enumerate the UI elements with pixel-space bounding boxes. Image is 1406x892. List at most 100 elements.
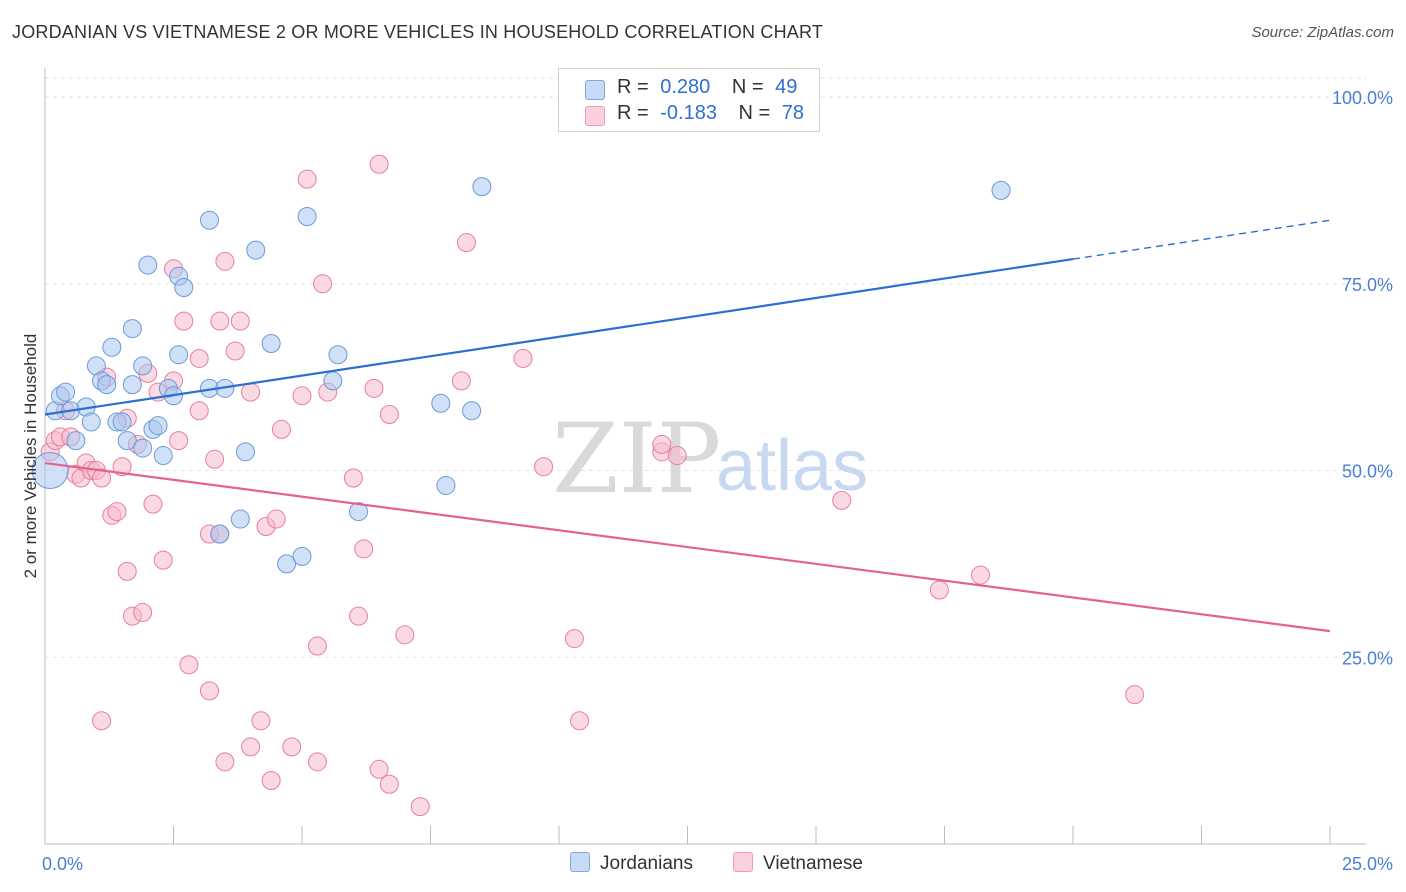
n-label: N =: [738, 102, 771, 124]
vietnamese-point: [410, 797, 430, 817]
jordanian-point: [246, 240, 266, 260]
trend-lines: [44, 219, 1331, 633]
grid-lines: [45, 77, 1366, 658]
vietnamese-point: [570, 711, 590, 731]
chart-title: JORDANIAN VS VIETNAMESE 2 OR MORE VEHICL…: [12, 22, 824, 42]
vietnamese-point: [261, 771, 281, 791]
watermark: ZIP atlas: [552, 403, 868, 515]
vietnamese-point: [513, 348, 533, 368]
watermark-zip: ZIP: [552, 403, 721, 515]
vietnamese-point: [313, 274, 333, 294]
jordanian-point: [436, 475, 456, 495]
vietnamese-point: [143, 494, 163, 514]
stats-legend: R = 0.280 N = 49 R = -0.183 N = 78: [558, 68, 820, 132]
vietnamese-point: [153, 550, 173, 570]
vietnamese-point: [364, 378, 384, 398]
y-tick-label: 100.0%: [1332, 88, 1393, 108]
jordanian-point: [277, 554, 297, 574]
vietnamese-point: [534, 457, 554, 477]
legend-row-text: R = -0.183 N = 78: [617, 102, 804, 125]
jordanian-point: [431, 393, 451, 413]
vietnamese-point: [667, 446, 687, 466]
y-tick-label: 50.0%: [1342, 462, 1393, 482]
vietnamese-point: [266, 509, 286, 529]
vietnamese-point: [210, 311, 230, 331]
jordanian-point: [31, 452, 69, 489]
bottom-legend-jordanians: Jordanians: [570, 852, 693, 875]
vietnamese-point: [297, 169, 317, 189]
jordanian-points: [31, 177, 1011, 574]
vietnamese-point: [215, 752, 235, 772]
jordanian-point: [323, 371, 343, 391]
vietnamese-point: [107, 502, 127, 522]
vietnamese-point: [241, 737, 261, 757]
vietnamese-point: [179, 655, 199, 675]
jordanians-legend-swatch: [570, 852, 590, 872]
n-value: 78: [781, 102, 805, 124]
jordanian-point: [292, 546, 312, 566]
jordanian-point: [133, 438, 153, 458]
vietnamese-point: [354, 539, 374, 559]
jordanian-point: [97, 375, 117, 395]
jordanian-point: [117, 431, 137, 451]
jordanian-point: [66, 431, 86, 451]
vietnamese-point: [241, 382, 261, 402]
vietnamese-point: [230, 311, 250, 331]
jordanian-point: [472, 177, 492, 197]
vietnamese-point: [251, 711, 271, 731]
jordanian-point: [462, 401, 482, 421]
vietnamese-point: [456, 233, 476, 253]
jordanian-point: [328, 345, 348, 365]
vietnamese-point: [832, 490, 852, 510]
vietnamese-point: [451, 371, 471, 391]
x-tick-label: 0.0%: [42, 854, 83, 874]
r-value: -0.183: [660, 102, 717, 124]
y-tick-label: 75.0%: [1342, 275, 1393, 295]
n-value: 49: [775, 76, 798, 98]
r-label: R =: [617, 102, 649, 124]
source-note: Source: ZipAtlas.com: [1251, 24, 1394, 41]
jordanians-legend-label: Jordanians: [600, 853, 693, 874]
vietnamese-points: [40, 154, 1145, 817]
jordanian-point: [148, 416, 168, 436]
vietnamese-point: [133, 602, 153, 622]
vietnamese-point: [92, 468, 112, 488]
vietnamese-point: [929, 580, 949, 600]
vietnamese-point: [369, 154, 389, 174]
vietnamese-point: [379, 404, 399, 424]
vietnamese-point: [174, 311, 194, 331]
vietnamese-legend-swatch: [733, 852, 753, 872]
vietnamese-point: [1125, 685, 1145, 705]
vietnamese-point: [564, 629, 584, 649]
bottom-legend-vietnamese: Vietnamese: [733, 852, 863, 875]
jordanian-point: [81, 412, 101, 432]
vietnamese-point: [189, 348, 209, 368]
r-value: 0.280: [660, 76, 711, 98]
vietnamese-point: [169, 431, 189, 451]
jordanian-point: [991, 180, 1011, 200]
jordanian-point: [210, 524, 230, 544]
jordanian-trend-extension: [1072, 219, 1331, 260]
vietnamese-point: [379, 774, 399, 794]
x-tick-label: 25.0%: [1342, 854, 1393, 874]
jordanian-point: [349, 502, 369, 522]
jordanian-point: [122, 375, 142, 395]
vietnamese-point: [369, 759, 389, 779]
jordanian-point: [138, 255, 158, 275]
jordanian-point: [56, 382, 76, 402]
jordanian-point: [297, 207, 317, 227]
vietnamese-point: [117, 561, 137, 581]
n-label: N =: [731, 76, 764, 98]
jordanian-trend-line: [44, 258, 1074, 416]
vietnamese-point: [970, 565, 990, 585]
jordanian-point: [133, 356, 153, 376]
vietnamese-point: [652, 434, 672, 454]
vietnamese-legend-label: Vietnamese: [763, 853, 863, 874]
jordanian-point: [169, 345, 189, 365]
vietnamese-point: [92, 711, 112, 731]
jordanian-point: [112, 412, 132, 432]
vietnamese-point: [215, 251, 235, 271]
y-tick-label: 25.0%: [1342, 648, 1393, 668]
jordanian-point: [174, 277, 194, 297]
